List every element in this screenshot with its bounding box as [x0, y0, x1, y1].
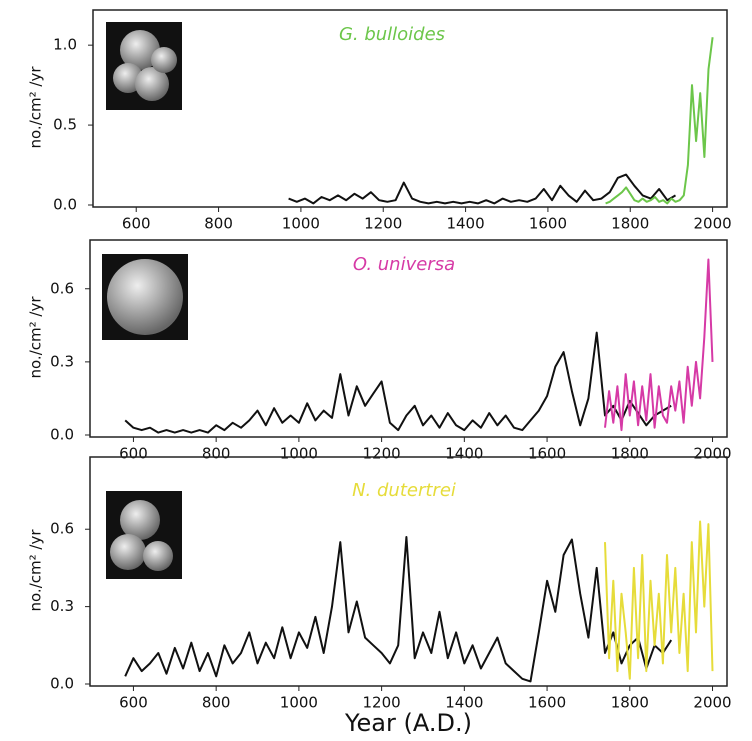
- y-tick-label: 0.6: [50, 520, 74, 538]
- x-tick-label: 1800: [611, 215, 649, 233]
- y-tick-label: 0.3: [50, 352, 74, 370]
- x-tick-label: 800: [202, 445, 231, 463]
- panel: 600 800 1000 1200 1400 1600 1800 2000 0.0 0.3 0.6 O…: [27, 239, 732, 463]
- plot-frame: [89, 239, 728, 438]
- panel-title: N. dutertrei: [352, 480, 456, 501]
- x-tick-label: 1600: [528, 445, 566, 463]
- y-tick-label: 1.0: [53, 36, 77, 54]
- x-tick-label: 1600: [529, 215, 567, 233]
- x-tick-label: 800: [204, 215, 233, 233]
- x-tick-label: 1000: [280, 694, 318, 712]
- x-tick-label: 2000: [693, 215, 731, 233]
- x-tick-label: 2000: [693, 694, 731, 712]
- x-axis-label: Year (A.D.): [344, 709, 472, 737]
- plot-frame: [92, 9, 728, 208]
- y-tick-label: 0.5: [53, 116, 77, 134]
- y-tick-label: 0.6: [50, 279, 74, 297]
- x-tick-label: 600: [119, 445, 148, 463]
- y-tick-label: 0.0: [53, 196, 77, 214]
- x-tick-label: 1800: [611, 445, 649, 463]
- y-axis-label: no./cm² /yr: [27, 296, 45, 379]
- data-line: [288, 173, 677, 205]
- photo: [102, 254, 188, 340]
- photo: [106, 22, 182, 110]
- panel: 600 800 1000 1200 1400 1600 1800 2000 0.0 0.3 0.6 N…: [27, 456, 732, 737]
- x-tick-label: 600: [119, 694, 148, 712]
- x-tick-label: 1000: [282, 215, 320, 233]
- data-line: [605, 37, 714, 205]
- y-tick-label: 0.0: [50, 426, 74, 444]
- panel: 600 800 1000 1200 1400 1600 1800 2000 0.0 0.5 1.0 G…: [27, 9, 732, 233]
- x-tick-label: 800: [202, 694, 231, 712]
- y-axis-label: no./cm² /yr: [27, 529, 45, 612]
- y-axis-label: no./cm² /yr: [27, 66, 45, 149]
- x-tick-label: 1200: [363, 694, 401, 712]
- x-tick-label: 1400: [445, 694, 483, 712]
- data-line: [604, 520, 714, 680]
- data-line: [124, 536, 673, 683]
- y-tick-label: 0.0: [50, 675, 74, 693]
- x-tick-label: 1600: [528, 694, 566, 712]
- photo: [106, 491, 182, 579]
- x-tick-label: 1400: [446, 215, 484, 233]
- panel-title: O. universa: [353, 254, 455, 275]
- y-tick-label: 0.3: [50, 597, 74, 615]
- panel-title: G. bulloides: [339, 24, 445, 45]
- data-line: [604, 258, 714, 432]
- x-tick-label: 600: [122, 215, 151, 233]
- x-tick-label: 1200: [363, 445, 401, 463]
- x-tick-label: 1000: [280, 445, 318, 463]
- x-tick-label: 1200: [364, 215, 402, 233]
- x-tick-label: 1800: [611, 694, 649, 712]
- x-tick-label: 2000: [693, 445, 731, 463]
- x-tick-label: 1400: [445, 445, 483, 463]
- data-line: [124, 331, 672, 434]
- plot-frame: [89, 456, 728, 687]
